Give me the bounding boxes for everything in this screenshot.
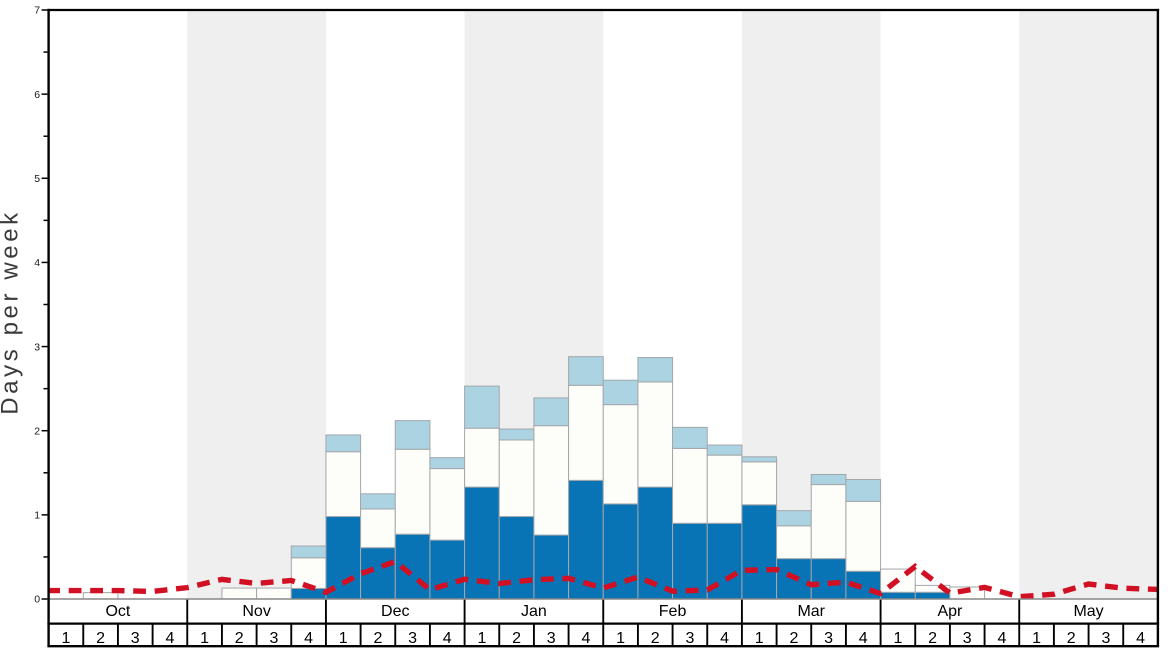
svg-text:Dec: Dec	[381, 603, 409, 620]
svg-text:3: 3	[685, 630, 694, 647]
svg-text:3: 3	[408, 630, 417, 647]
svg-text:1: 1	[477, 630, 486, 647]
svg-text:1: 1	[61, 630, 70, 647]
svg-text:3: 3	[547, 630, 556, 647]
svg-text:4: 4	[581, 630, 590, 647]
svg-text:2: 2	[96, 630, 105, 647]
svg-text:1: 1	[893, 630, 902, 647]
svg-text:7: 7	[34, 5, 40, 17]
svg-text:2: 2	[235, 630, 244, 647]
svg-text:May: May	[1073, 603, 1103, 620]
svg-text:Days per week: Days per week	[0, 209, 24, 415]
svg-text:0: 0	[34, 594, 40, 606]
svg-text:4: 4	[720, 630, 729, 647]
svg-text:2: 2	[651, 630, 660, 647]
svg-text:Jan: Jan	[521, 603, 547, 620]
svg-text:4: 4	[997, 630, 1006, 647]
svg-text:4: 4	[443, 630, 452, 647]
svg-text:2: 2	[512, 630, 521, 647]
svg-text:2: 2	[928, 630, 937, 647]
svg-text:6: 6	[34, 89, 40, 101]
svg-text:5: 5	[34, 173, 40, 185]
svg-text:2: 2	[373, 630, 382, 647]
svg-text:2: 2	[789, 630, 798, 647]
svg-text:3: 3	[34, 341, 40, 353]
svg-text:2: 2	[1067, 630, 1076, 647]
svg-text:3: 3	[269, 630, 278, 647]
svg-text:Oct: Oct	[105, 603, 130, 620]
svg-text:Feb: Feb	[659, 603, 687, 620]
svg-text:3: 3	[963, 630, 972, 647]
svg-text:3: 3	[1101, 630, 1110, 647]
svg-text:Nov: Nov	[242, 603, 270, 620]
svg-text:3: 3	[824, 630, 833, 647]
svg-text:1: 1	[1032, 630, 1041, 647]
svg-text:Mar: Mar	[797, 603, 825, 620]
svg-text:4: 4	[1136, 630, 1145, 647]
svg-text:Apr: Apr	[937, 603, 963, 620]
svg-text:4: 4	[34, 257, 40, 269]
svg-text:1: 1	[616, 630, 625, 647]
svg-text:1: 1	[755, 630, 764, 647]
svg-text:3: 3	[131, 630, 140, 647]
svg-text:2: 2	[34, 425, 40, 437]
svg-text:4: 4	[859, 630, 868, 647]
svg-text:1: 1	[339, 630, 348, 647]
svg-text:1: 1	[200, 630, 209, 647]
svg-text:1: 1	[34, 510, 40, 522]
svg-text:4: 4	[304, 630, 313, 647]
svg-text:4: 4	[165, 630, 174, 647]
